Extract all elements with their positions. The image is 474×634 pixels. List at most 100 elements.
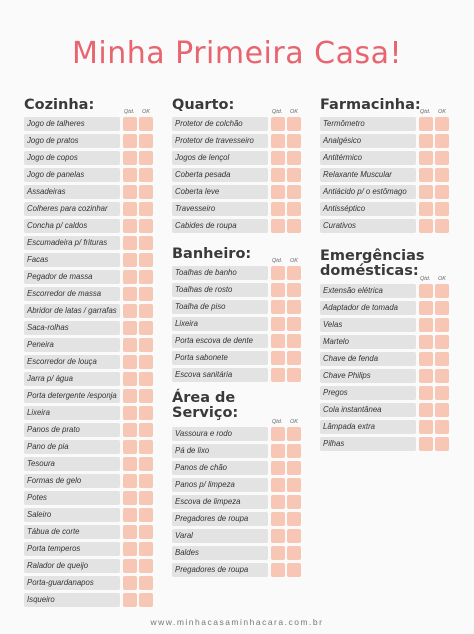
- qtd-checkbox[interactable]: [123, 508, 137, 522]
- ok-checkbox[interactable]: [435, 318, 449, 332]
- qtd-checkbox[interactable]: [271, 512, 285, 526]
- qtd-checkbox[interactable]: [271, 495, 285, 509]
- ok-checkbox[interactable]: [435, 151, 449, 165]
- ok-checkbox[interactable]: [435, 386, 449, 400]
- ok-checkbox[interactable]: [287, 351, 301, 365]
- ok-checkbox[interactable]: [139, 338, 153, 352]
- ok-checkbox[interactable]: [139, 406, 153, 420]
- ok-checkbox[interactable]: [139, 270, 153, 284]
- qtd-checkbox[interactable]: [419, 202, 433, 216]
- qtd-checkbox[interactable]: [419, 117, 433, 131]
- ok-checkbox[interactable]: [139, 219, 153, 233]
- qtd-checkbox[interactable]: [419, 185, 433, 199]
- ok-checkbox[interactable]: [287, 563, 301, 577]
- ok-checkbox[interactable]: [435, 369, 449, 383]
- ok-checkbox[interactable]: [139, 168, 153, 182]
- qtd-checkbox[interactable]: [419, 386, 433, 400]
- ok-checkbox[interactable]: [287, 427, 301, 441]
- qtd-checkbox[interactable]: [271, 368, 285, 382]
- qtd-checkbox[interactable]: [123, 168, 137, 182]
- qtd-checkbox[interactable]: [123, 338, 137, 352]
- ok-checkbox[interactable]: [435, 202, 449, 216]
- qtd-checkbox[interactable]: [123, 304, 137, 318]
- qtd-checkbox[interactable]: [271, 478, 285, 492]
- qtd-checkbox[interactable]: [419, 301, 433, 315]
- ok-checkbox[interactable]: [287, 168, 301, 182]
- qtd-checkbox[interactable]: [271, 134, 285, 148]
- qtd-checkbox[interactable]: [419, 284, 433, 298]
- ok-checkbox[interactable]: [287, 368, 301, 382]
- ok-checkbox[interactable]: [287, 283, 301, 297]
- ok-checkbox[interactable]: [435, 185, 449, 199]
- ok-checkbox[interactable]: [139, 151, 153, 165]
- qtd-checkbox[interactable]: [271, 151, 285, 165]
- qtd-checkbox[interactable]: [123, 253, 137, 267]
- ok-checkbox[interactable]: [287, 444, 301, 458]
- ok-checkbox[interactable]: [139, 389, 153, 403]
- ok-checkbox[interactable]: [435, 335, 449, 349]
- ok-checkbox[interactable]: [435, 134, 449, 148]
- ok-checkbox[interactable]: [139, 236, 153, 250]
- qtd-checkbox[interactable]: [419, 335, 433, 349]
- ok-checkbox[interactable]: [287, 495, 301, 509]
- qtd-checkbox[interactable]: [419, 318, 433, 332]
- qtd-checkbox[interactable]: [419, 352, 433, 366]
- qtd-checkbox[interactable]: [123, 117, 137, 131]
- ok-checkbox[interactable]: [139, 372, 153, 386]
- ok-checkbox[interactable]: [139, 423, 153, 437]
- ok-checkbox[interactable]: [287, 478, 301, 492]
- ok-checkbox[interactable]: [287, 266, 301, 280]
- ok-checkbox[interactable]: [139, 474, 153, 488]
- ok-checkbox[interactable]: [287, 546, 301, 560]
- ok-checkbox[interactable]: [287, 134, 301, 148]
- qtd-checkbox[interactable]: [123, 151, 137, 165]
- qtd-checkbox[interactable]: [271, 461, 285, 475]
- qtd-checkbox[interactable]: [123, 321, 137, 335]
- ok-checkbox[interactable]: [435, 301, 449, 315]
- ok-checkbox[interactable]: [139, 321, 153, 335]
- qtd-checkbox[interactable]: [271, 351, 285, 365]
- qtd-checkbox[interactable]: [419, 168, 433, 182]
- qtd-checkbox[interactable]: [271, 185, 285, 199]
- qtd-checkbox[interactable]: [271, 266, 285, 280]
- ok-checkbox[interactable]: [287, 300, 301, 314]
- ok-checkbox[interactable]: [435, 420, 449, 434]
- qtd-checkbox[interactable]: [271, 202, 285, 216]
- ok-checkbox[interactable]: [139, 117, 153, 131]
- ok-checkbox[interactable]: [287, 512, 301, 526]
- qtd-checkbox[interactable]: [419, 403, 433, 417]
- qtd-checkbox[interactable]: [123, 457, 137, 471]
- ok-checkbox[interactable]: [287, 317, 301, 331]
- ok-checkbox[interactable]: [435, 168, 449, 182]
- ok-checkbox[interactable]: [139, 542, 153, 556]
- ok-checkbox[interactable]: [435, 352, 449, 366]
- qtd-checkbox[interactable]: [271, 334, 285, 348]
- ok-checkbox[interactable]: [139, 202, 153, 216]
- ok-checkbox[interactable]: [287, 117, 301, 131]
- qtd-checkbox[interactable]: [271, 444, 285, 458]
- ok-checkbox[interactable]: [139, 304, 153, 318]
- qtd-checkbox[interactable]: [123, 593, 137, 607]
- qtd-checkbox[interactable]: [419, 134, 433, 148]
- ok-checkbox[interactable]: [139, 491, 153, 505]
- qtd-checkbox[interactable]: [123, 423, 137, 437]
- qtd-checkbox[interactable]: [123, 287, 137, 301]
- ok-checkbox[interactable]: [139, 576, 153, 590]
- qtd-checkbox[interactable]: [123, 134, 137, 148]
- qtd-checkbox[interactable]: [123, 440, 137, 454]
- qtd-checkbox[interactable]: [123, 491, 137, 505]
- qtd-checkbox[interactable]: [271, 563, 285, 577]
- qtd-checkbox[interactable]: [123, 219, 137, 233]
- ok-checkbox[interactable]: [287, 529, 301, 543]
- ok-checkbox[interactable]: [139, 508, 153, 522]
- qtd-checkbox[interactable]: [271, 219, 285, 233]
- qtd-checkbox[interactable]: [419, 151, 433, 165]
- qtd-checkbox[interactable]: [419, 219, 433, 233]
- ok-checkbox[interactable]: [139, 593, 153, 607]
- qtd-checkbox[interactable]: [271, 283, 285, 297]
- qtd-checkbox[interactable]: [271, 168, 285, 182]
- qtd-checkbox[interactable]: [123, 185, 137, 199]
- ok-checkbox[interactable]: [435, 403, 449, 417]
- qtd-checkbox[interactable]: [123, 389, 137, 403]
- qtd-checkbox[interactable]: [123, 406, 137, 420]
